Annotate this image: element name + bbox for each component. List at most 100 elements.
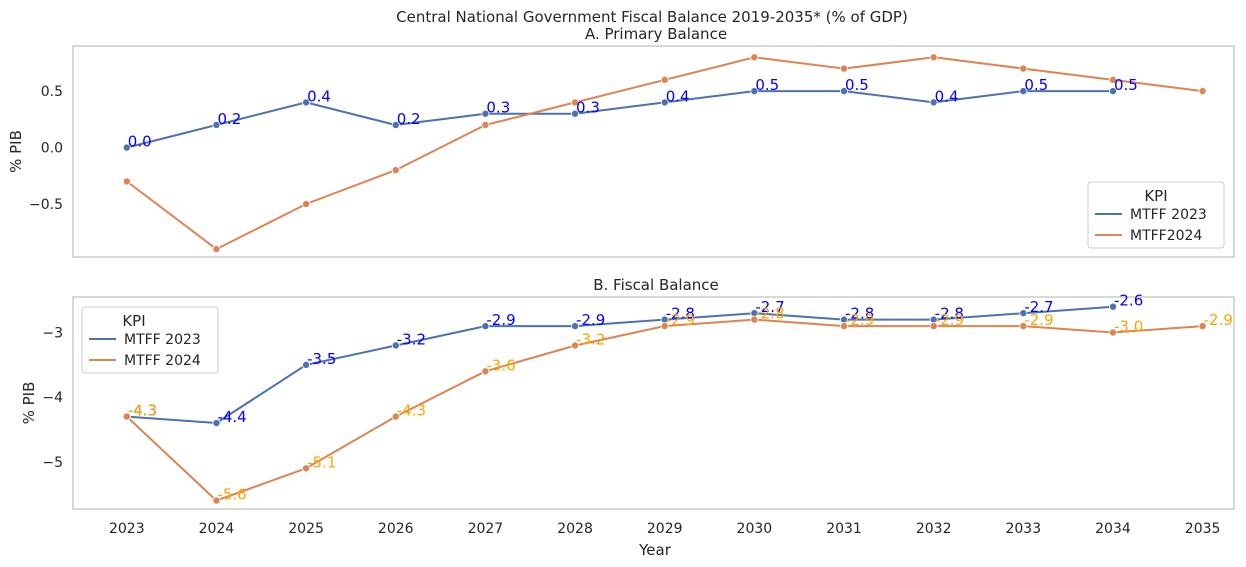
y-tick-label: −4 [42,390,63,406]
axes-frame [72,45,1235,258]
legend-title: KPI [122,312,145,330]
panel-b-title: B. Fiscal Balance [593,276,719,294]
x-tick-label: 2023 [109,521,145,537]
legend-title: KPI [1144,187,1167,205]
data-point [750,87,759,96]
x-tick-label: 2026 [378,521,414,537]
data-point [660,322,669,331]
data-point [122,177,131,186]
data-point [481,367,490,376]
data-label: -2.8 [666,305,695,323]
legend-box [1087,181,1225,249]
data-point [1108,302,1117,311]
data-label: 0.5 [1024,76,1048,94]
data-label: -2.9 [1204,311,1233,329]
y-axis-label: % PIB [20,382,38,425]
data-point [391,120,400,129]
data-label: -2.9 [486,311,515,329]
data-point [840,322,849,331]
data-point [481,120,490,129]
x-tick-label: 2024 [199,521,235,537]
data-point [840,87,849,96]
data-label: -3.6 [486,356,515,374]
data-point [571,109,580,118]
data-point [212,245,221,254]
data-label: -5.6 [217,486,246,504]
data-point [571,322,580,331]
legend-label-1: MTFF 2023 [1130,207,1207,223]
data-label: -5.1 [307,453,336,471]
data-label: -2.9 [1024,311,1053,329]
x-axis-label: Year [638,541,672,559]
data-point [750,315,759,324]
series-line-1 [126,90,1113,149]
data-label: -2.8 [935,305,964,323]
x-tick-label: 2027 [468,521,504,537]
data-label: -2.7 [755,298,784,316]
data-label: -2.9 [666,311,695,329]
data-point [212,496,221,505]
y-tick-label: −0.5 [29,197,63,213]
legend-label-1: MTFF 2023 [124,332,201,348]
legend: KPI MTFF 2023 MTFF2024 [1087,181,1225,249]
data-label: -2.9 [576,311,605,329]
x-tick-label: 2031 [826,521,862,537]
y-tick-label: 0.5 [41,84,63,100]
data-point [302,98,311,107]
data-label: -2.9 [845,311,874,329]
data-point [1108,87,1117,96]
data-point [302,360,311,369]
data-label: 0.2 [397,110,421,128]
data-point [929,98,938,107]
data-point [1108,328,1117,337]
data-label: -4.4 [217,408,246,426]
data-label: -3.2 [576,330,605,348]
figure-suptitle: Central National Government Fiscal Balan… [396,8,908,26]
y-axis-label: % PIB [7,130,25,173]
data-point [212,120,221,129]
data-label: 0.4 [935,87,959,105]
data-label: -4.3 [128,402,157,420]
x-tick-label: 2030 [737,521,773,537]
legend-box [81,306,219,374]
x-tick-label: 2028 [557,521,593,537]
x-tick-label: 2025 [288,521,324,537]
x-tick-label: 2033 [1005,521,1041,537]
data-label: 0.2 [217,110,241,128]
x-tick-label: 2029 [647,521,683,537]
data-label: 0.3 [576,99,600,117]
data-point [391,341,400,350]
data-point [1019,87,1028,96]
data-label: -4.3 [397,402,426,420]
data-label: 0.3 [486,99,510,117]
data-label: 0.5 [1114,76,1138,94]
panel-a-primary-balance: −0.5 0.0 0.5 % PIB 0.0 0.2 0.4 0.2 0.3 0.3 0.4 0.5 0… [7,45,1235,258]
data-point [481,322,490,331]
data-point [571,98,580,107]
data-point [1108,75,1117,84]
data-point [1019,322,1028,331]
y-tick-label: −5 [42,455,63,471]
legend: KPI MTFF 2023 MTFF 2024 [81,306,219,374]
data-label: 0.5 [755,76,779,94]
data-label: 0.5 [845,76,869,94]
series-line-2 [126,318,1203,502]
data-point [1198,87,1207,96]
data-point [660,75,669,84]
series-line-1 [126,305,1114,424]
data-point [1198,322,1207,331]
data-label: -2.8 [845,305,874,323]
data-point [750,53,759,62]
data-point [929,322,938,331]
data-point [391,166,400,175]
axes-frame [72,296,1235,510]
data-point [840,64,849,73]
data-label: -3.0 [1114,318,1143,336]
data-point [302,464,311,473]
data-point [571,341,580,350]
data-label: -2.8 [755,305,784,323]
data-label: -4.3 [128,402,157,420]
y-tick-label: −3 [42,326,63,342]
legend-label-2: MTFF2024 [1130,228,1202,244]
x-tick-label: 2035 [1185,521,1221,537]
